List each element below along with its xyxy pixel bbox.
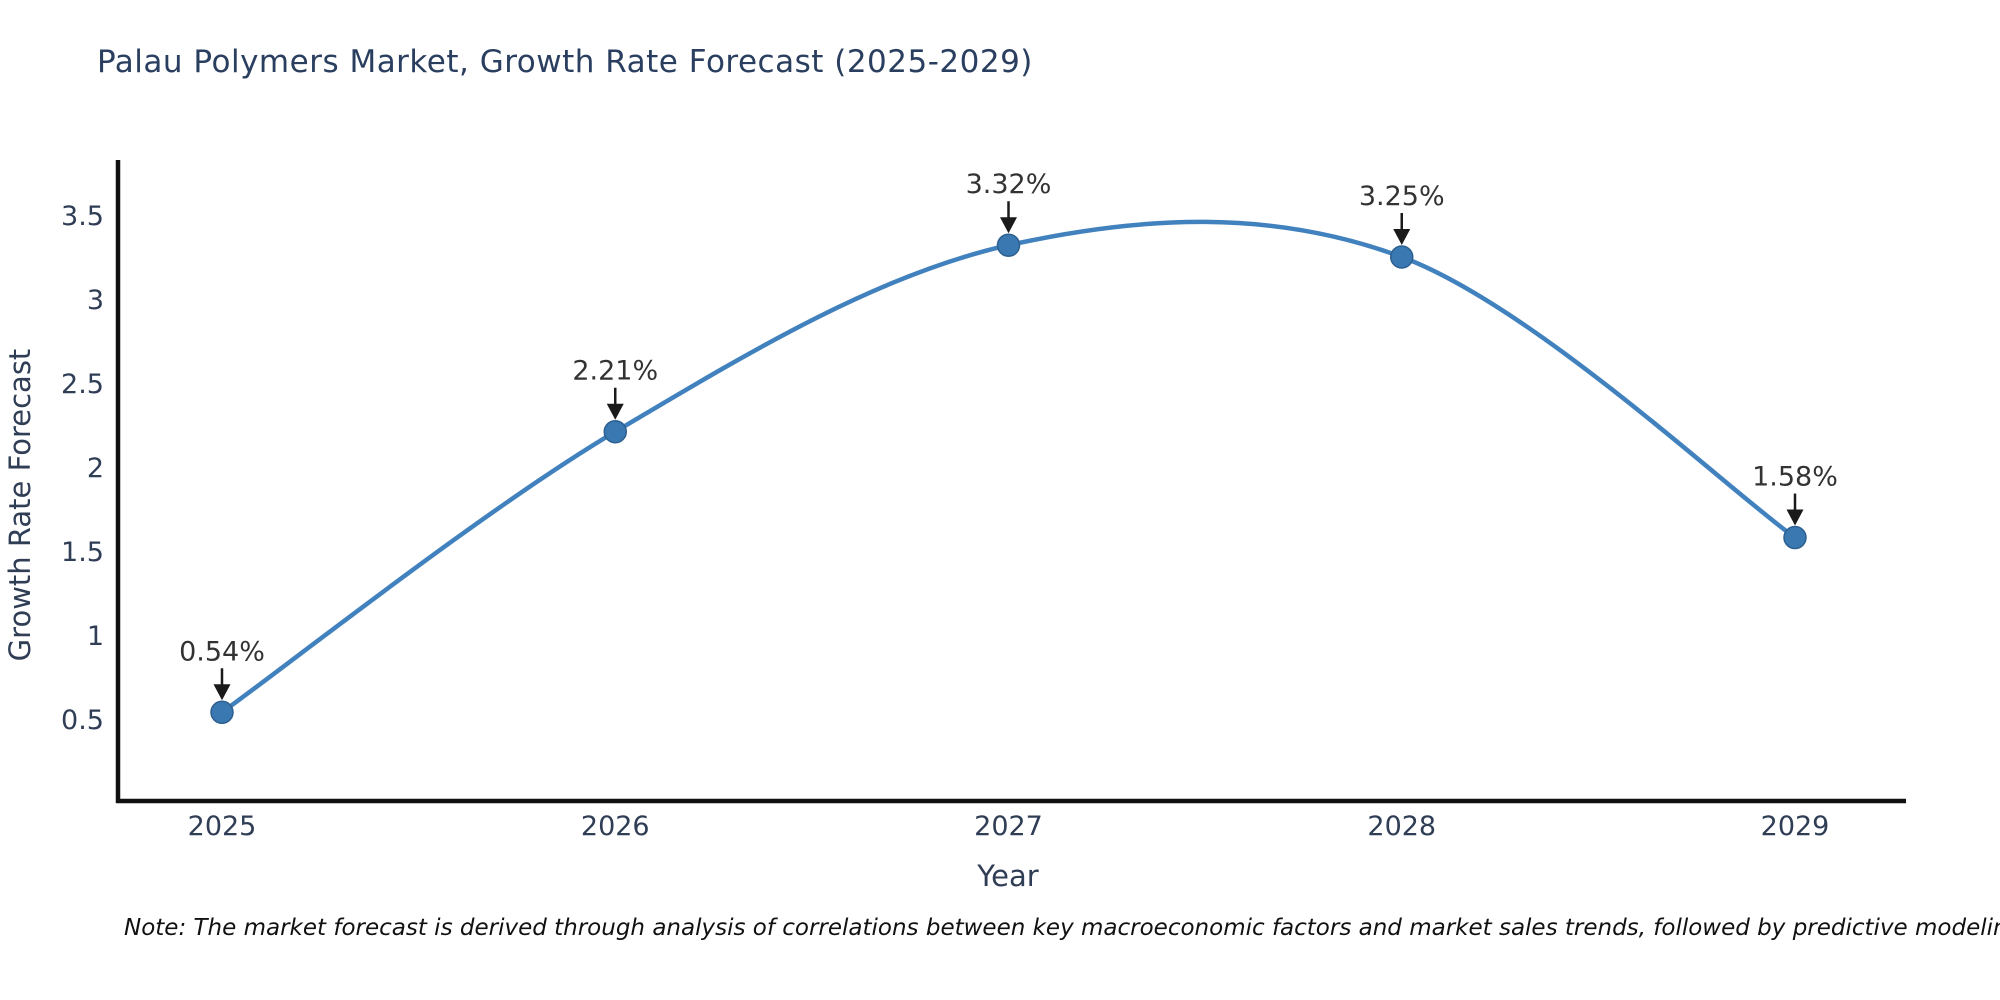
x-tick-label: 2027 (974, 811, 1043, 842)
data-point-label: 1.58% (1752, 462, 1838, 493)
footnote: Note: The market forecast is derived thr… (124, 915, 2000, 941)
data-point-marker (603, 419, 627, 444)
x-tick-label: 2026 (581, 811, 650, 842)
annotation-arrowhead-icon (1000, 217, 1017, 234)
data-point-marker (996, 233, 1021, 257)
y-tick-label: 1.5 (61, 537, 104, 568)
data-point-label: 3.25% (1359, 181, 1445, 212)
x-tick-label: 2025 (188, 811, 257, 842)
data-point-marker (210, 700, 234, 725)
chart-title: Palau Polymers Market, Growth Rate Forec… (97, 44, 1033, 80)
data-series (210, 219, 1807, 725)
y-tick-label: 3 (87, 285, 104, 316)
data-point-label: 0.54% (179, 636, 265, 667)
annotation-arrowhead-icon (606, 403, 624, 420)
axes (115, 160, 1906, 804)
annotation-arrowhead-icon (1393, 229, 1411, 245)
y-tick-label: 2 (87, 453, 104, 484)
trend-line (219, 219, 1798, 715)
data-point-label: 3.32% (966, 169, 1052, 200)
data-point-marker (1390, 245, 1414, 269)
y-tick-label: 3.5 (61, 201, 104, 232)
point-annotations: 0.54% 2.21% 3.32% 3.25% 1.58% (179, 169, 1838, 701)
annotation-arrowhead-icon (1786, 509, 1804, 526)
tick-labels: 0.5 1 1.5 2 2.5 3 3.5 2025 2026 2027 2028 2029 (61, 201, 1829, 842)
x-tick-label: 2029 (1761, 811, 1830, 842)
data-point-label: 2.21% (572, 356, 658, 387)
data-point-marker (1783, 525, 1807, 550)
y-tick-label: 0.5 (61, 705, 104, 736)
annotation-arrowhead-icon (213, 684, 231, 701)
y-tick-label: 1 (87, 621, 104, 652)
y-axis-title: Growth Rate Forecast (3, 349, 37, 662)
y-tick-label: 2.5 (61, 369, 104, 400)
x-tick-label: 2028 (1367, 811, 1436, 842)
x-axis-title: Year (976, 859, 1038, 893)
